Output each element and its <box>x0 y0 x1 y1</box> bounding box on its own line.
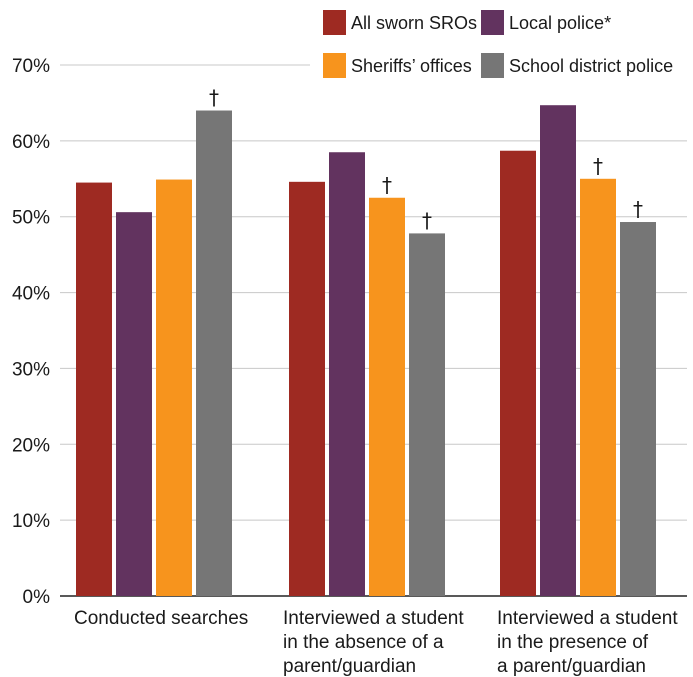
dagger-marker: † <box>209 86 219 110</box>
category-label-line: Conducted searches <box>74 608 248 629</box>
legend-label: Local police* <box>509 13 611 33</box>
dagger-marker: † <box>382 173 392 197</box>
significance-markers: † † † † † <box>209 86 643 233</box>
legend-swatch <box>323 53 346 78</box>
legend-swatch <box>323 10 346 35</box>
bar-3-1 <box>409 233 445 596</box>
category-label-line: in the absence of a <box>283 632 444 653</box>
dagger-marker: † <box>422 208 432 232</box>
y-tick-label: 0% <box>23 587 51 608</box>
dagger-marker: † <box>593 154 603 178</box>
x-axis-category-labels: Conducted searches Interviewed a student i… <box>74 608 678 677</box>
y-tick-label: 40% <box>12 284 50 305</box>
y-tick-label: 70% <box>12 56 50 77</box>
category-label: Conducted searches <box>74 608 248 629</box>
category-label-line: a parent/guardian <box>497 656 646 677</box>
legend-label: Sheriffs’ offices <box>351 56 472 76</box>
y-tick-label: 30% <box>12 359 50 380</box>
y-tick-label: 50% <box>12 208 50 229</box>
legend-swatch <box>481 10 504 35</box>
y-tick-label: 10% <box>12 511 50 532</box>
bar-2-1 <box>369 197 405 596</box>
category-label-line: Interviewed a student <box>497 608 678 629</box>
bar-2-0 <box>156 179 192 596</box>
bar-0-1 <box>289 181 325 596</box>
bar-2-2 <box>580 178 616 597</box>
category-label: Interviewed a student in the presence of a… <box>497 608 678 677</box>
bars <box>76 105 656 597</box>
category-label: Interviewed a student in the absence of a… <box>283 608 464 677</box>
category-label-line: in the presence of <box>497 632 649 653</box>
dagger-marker: † <box>633 197 643 221</box>
y-axis-tick-labels: 0% 10% 20% 30% 40% 50% 60% 70% <box>12 56 50 608</box>
bar-0-0 <box>76 182 112 597</box>
legend-label: All sworn SROs <box>351 13 477 33</box>
bar-1-2 <box>540 105 576 596</box>
legend-swatch <box>481 53 504 78</box>
y-tick-label: 20% <box>12 435 50 456</box>
category-label-line: Interviewed a student <box>283 608 464 629</box>
y-tick-label: 60% <box>12 132 50 153</box>
legend: All sworn SROs Local police* Sheriffs’ off… <box>323 10 673 78</box>
category-label-line: parent/guardian <box>283 656 416 677</box>
bar-0-2 <box>500 150 536 596</box>
legend-label: School district police <box>509 56 673 76</box>
bar-3-0 <box>196 110 232 596</box>
bar-1-0 <box>116 212 152 597</box>
bar-1-1 <box>329 152 365 596</box>
bar-3-2 <box>620 222 656 596</box>
